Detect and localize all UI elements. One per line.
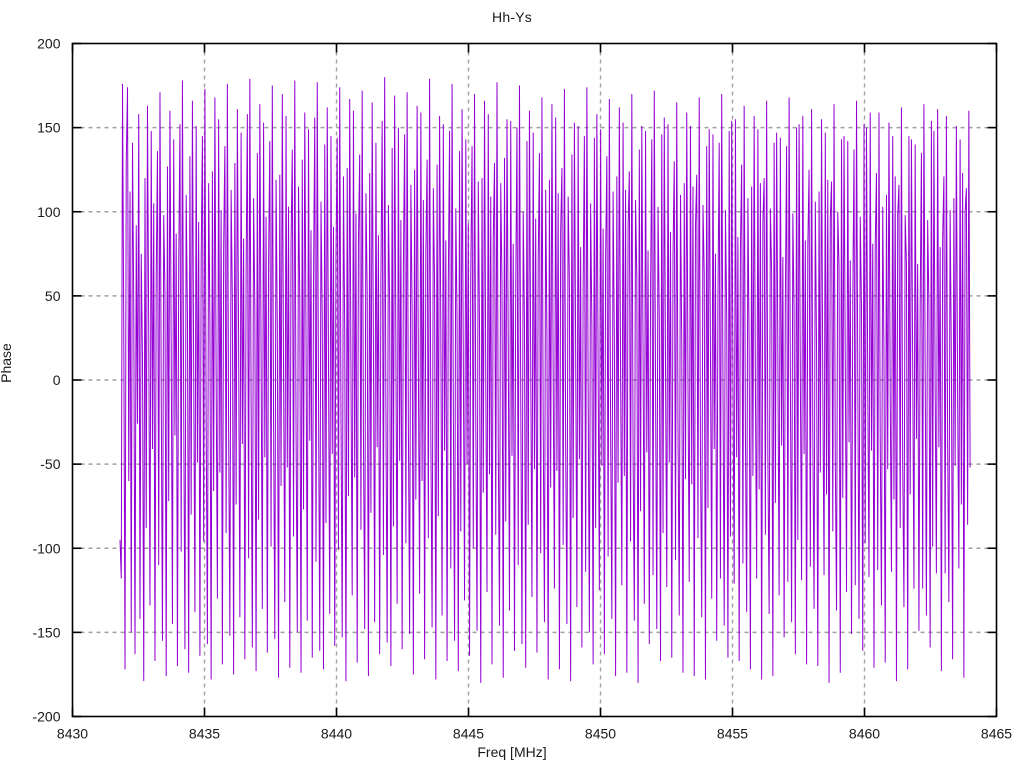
y-tick-label: 200: [37, 36, 61, 52]
x-tick-label: 8440: [321, 726, 352, 742]
y-tick-label: -150: [32, 624, 60, 640]
tick-labels: -200 -150 -100 -50 0 50 100 150 200 8430 8435 8440 8…: [32, 36, 1012, 742]
plot-border: [71, 42, 998, 718]
x-tick-label: 8455: [717, 726, 748, 742]
x-axis-label: Freq [MHz]: [477, 744, 547, 760]
data-series-layer: [119, 77, 971, 683]
x-tick-label: 8465: [981, 726, 1012, 742]
y-tick-label: -50: [40, 456, 60, 472]
x-tick-label: 8450: [585, 726, 616, 742]
y-tick-label: 0: [53, 372, 61, 388]
data-series-line: [119, 77, 971, 683]
y-tick-label: 150: [37, 120, 61, 136]
x-tick-label: 8430: [57, 726, 88, 742]
y-tick-label: -200: [32, 709, 60, 725]
y-tick-label: 100: [37, 204, 61, 220]
x-tick-label: 8460: [849, 726, 880, 742]
x-tick-label: 8445: [453, 726, 484, 742]
plot-frame: [71, 42, 998, 718]
y-tick-label: 50: [45, 288, 61, 304]
page-title: Hh-Ys: [492, 9, 532, 25]
x-tick-label: 8435: [189, 726, 220, 742]
y-tick-label: -100: [32, 540, 60, 556]
